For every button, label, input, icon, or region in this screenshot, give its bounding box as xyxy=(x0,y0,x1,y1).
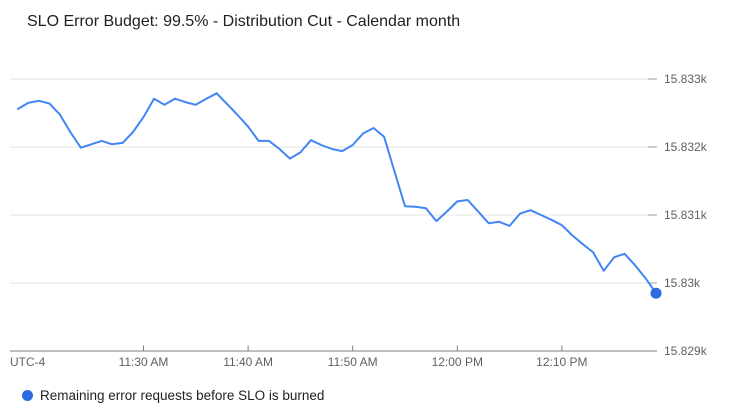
legend-series-dot-icon xyxy=(22,390,33,401)
x-axis-label: 11:30 AM xyxy=(119,355,169,369)
legend-series-label: Remaining error requests before SLO is b… xyxy=(40,388,325,403)
y-axis-label: 15.829k xyxy=(664,344,708,358)
x-axis-label: 11:50 AM xyxy=(328,355,378,369)
y-axis-label: 15.831k xyxy=(664,208,708,222)
legend-item-remaining-error-requests[interactable]: Remaining error requests before SLO is b… xyxy=(22,388,324,403)
series-line[interactable] xyxy=(17,92,657,295)
x-axis-label: 11:40 AM xyxy=(223,355,273,369)
x-axis-label: 12:00 PM xyxy=(432,355,483,369)
y-axis-label: 15.833k xyxy=(664,72,708,86)
series-endpoint-marker[interactable] xyxy=(650,287,662,299)
y-axis-label: 15.83k xyxy=(664,276,701,290)
y-axis-label: 15.832k xyxy=(664,140,708,154)
timezone-label: UTC-4 xyxy=(10,355,46,369)
chart-title: SLO Error Budget: 99.5% - Distribution C… xyxy=(27,13,461,30)
x-axis-label: 12:10 PM xyxy=(536,355,587,369)
chart-plot-area[interactable]: 15.833k 15.832k 15.831k 15.83k 15.829k 11:30 … xyxy=(0,0,732,380)
